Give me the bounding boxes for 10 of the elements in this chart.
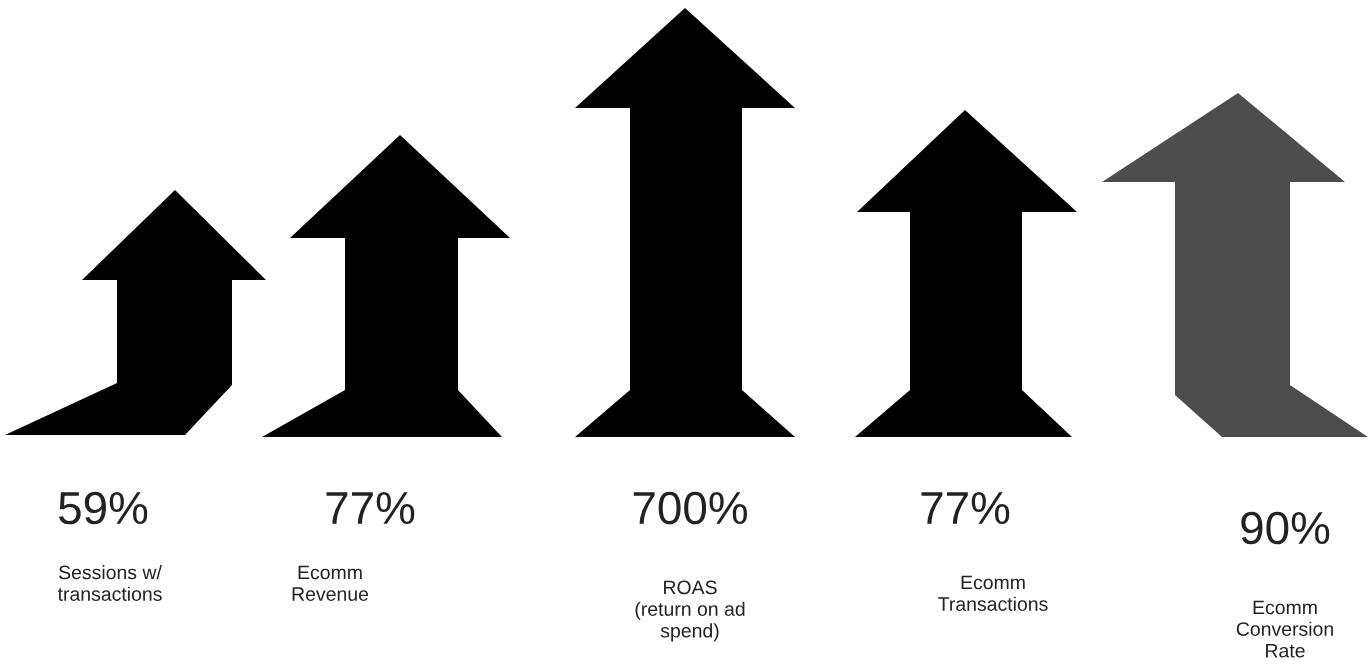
category-label: Ecomm Transactions [938,575,1048,611]
data-label: 90% [1241,511,1330,545]
category-label: Sessions w/ transactions [57,565,162,601]
category-label: Ecomm Revenue [292,565,369,601]
category-label: ROAS (return on ad spend) [635,580,745,642]
category-label: Ecomm Conversion Rate [1236,600,1333,658]
data-label: 700% [633,491,747,525]
data-label: 77% [326,492,415,525]
data-label: 59% [58,491,148,525]
data-label: 77% [921,492,1010,525]
